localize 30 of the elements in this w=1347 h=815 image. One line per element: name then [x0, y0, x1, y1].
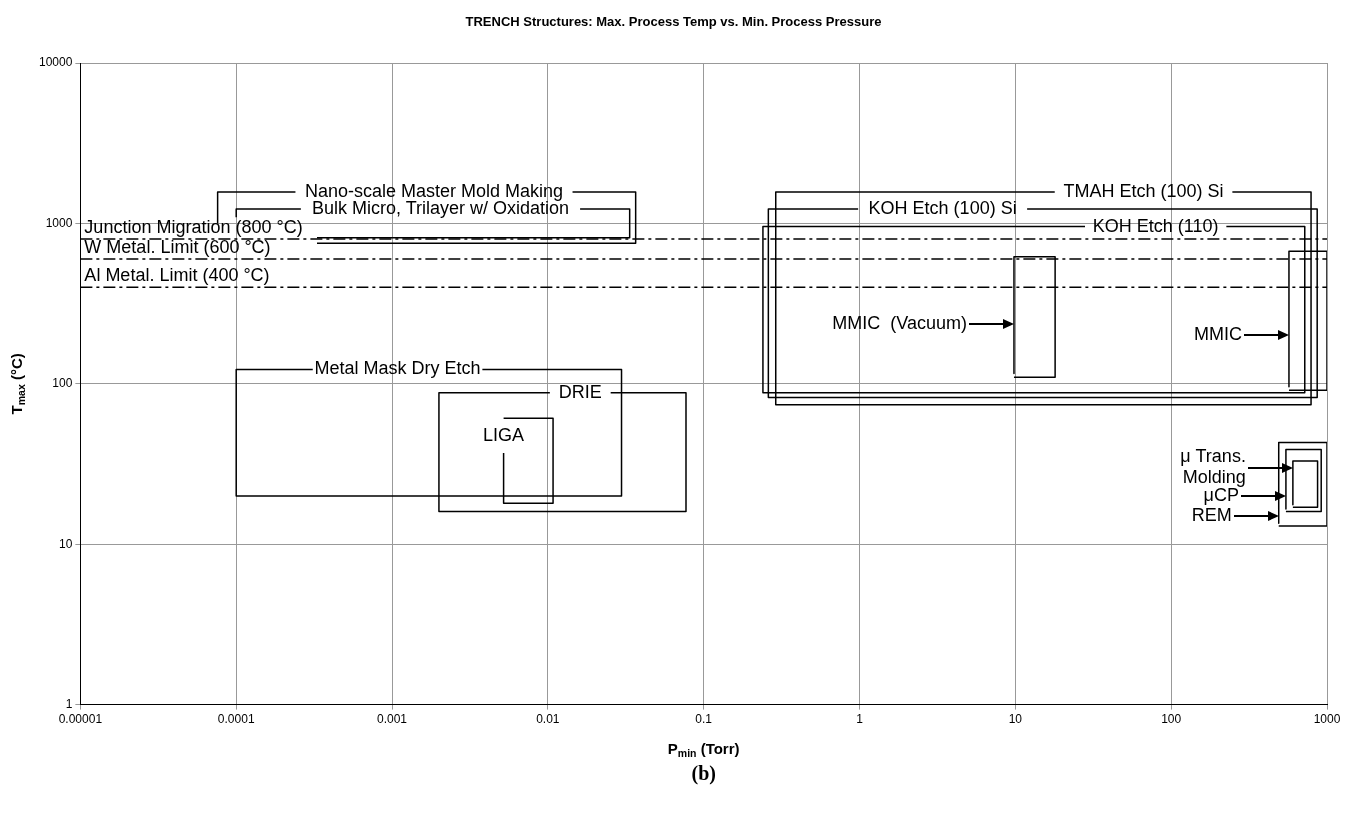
x-tick-label: 10: [1008, 712, 1023, 727]
x-tick-label: 1: [856, 712, 864, 727]
ref-line-label: Junction Migration (800 °C): [84, 216, 303, 237]
x-tick-label: 0.1: [695, 712, 713, 727]
series-label: Nano-scale Master Mold Making: [304, 180, 564, 201]
series-label: KOH Etch (110): [1092, 215, 1219, 236]
y-tick-label: 1: [65, 696, 73, 711]
series-label: KOH Etch (100) Si: [868, 197, 1017, 218]
annotation: MMIC (Vacuum): [832, 313, 967, 334]
y-tick-label: 10000: [38, 55, 73, 70]
series-label: DRIE: [558, 381, 602, 402]
y-tick-label: 10: [59, 536, 73, 551]
text: (b): [691, 761, 716, 785]
annotation: REM: [1191, 504, 1232, 525]
x-tick-label: 0.0001: [217, 712, 255, 727]
x-tick-label: 0.00001: [58, 712, 103, 727]
series-label: LIGA: [483, 424, 525, 445]
x-tick-label: 0.01: [536, 712, 560, 727]
y-tick-label: 1000: [45, 215, 73, 230]
series-label: TMAH Etch (100) Si: [1063, 180, 1224, 201]
x-tick-label: 0.001: [377, 712, 408, 727]
x-tick-label: 100: [1161, 712, 1182, 727]
series-label: Metal Mask Dry Etch: [314, 358, 481, 379]
ref-line-label: Al Metal. Limit (400 °C): [84, 265, 270, 286]
x-tick-label: 1000: [1313, 712, 1341, 727]
annotation: MMIC: [1193, 323, 1242, 344]
chart-title: TRENCH Structures: Max. Process Temp vs. Min. Process Pressure: [465, 13, 882, 29]
ref-line-label: W Metal. Limit (600 °C): [84, 236, 271, 257]
y-tick-label: 100: [52, 376, 73, 391]
y-axis-title: Tmax (°C): [8, 353, 28, 415]
